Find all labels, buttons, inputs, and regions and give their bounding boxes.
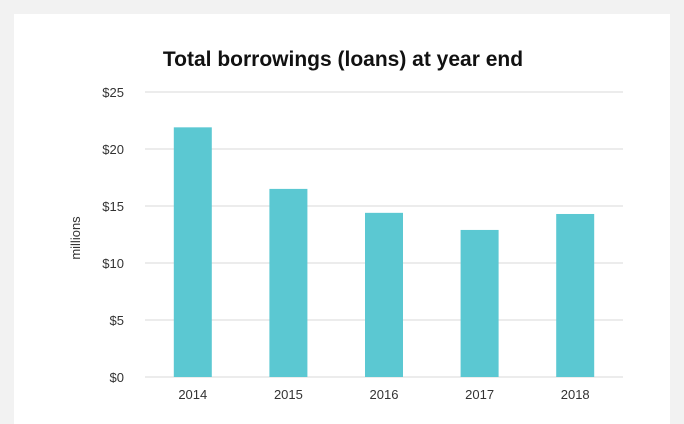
bar-2016 — [365, 212, 403, 377]
bars — [173, 127, 595, 377]
y-tick-label: $10 — [102, 256, 124, 271]
bar-2014 — [173, 127, 212, 377]
x-axis-ticks: 2014 2015 2016 2017 2018 — [178, 387, 589, 402]
y-axis-label: millions — [68, 216, 83, 260]
bar-2015 — [269, 188, 308, 377]
y-tick-label: $25 — [102, 85, 124, 100]
y-axis-ticks: $0 $5 $10 $15 $20 $25 — [102, 85, 124, 385]
x-tick-label: 2018 — [561, 387, 590, 402]
y-tick-label: $0 — [110, 370, 124, 385]
y-tick-label: $5 — [110, 313, 124, 328]
x-tick-label: 2015 — [274, 387, 303, 402]
x-tick-label: 2014 — [178, 387, 207, 402]
x-tick-label: 2017 — [465, 387, 494, 402]
bar-2018 — [556, 213, 595, 377]
bar-2017 — [460, 229, 499, 377]
y-tick-label: $15 — [102, 199, 124, 214]
y-tick-label: $20 — [102, 142, 124, 157]
x-tick-label: 2016 — [370, 387, 399, 402]
chart-title: Total borrowings (loans) at year end — [163, 48, 523, 71]
